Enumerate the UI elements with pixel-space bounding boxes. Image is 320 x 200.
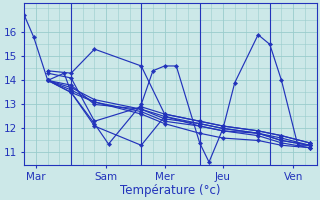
X-axis label: Température (°c): Température (°c) bbox=[120, 184, 221, 197]
